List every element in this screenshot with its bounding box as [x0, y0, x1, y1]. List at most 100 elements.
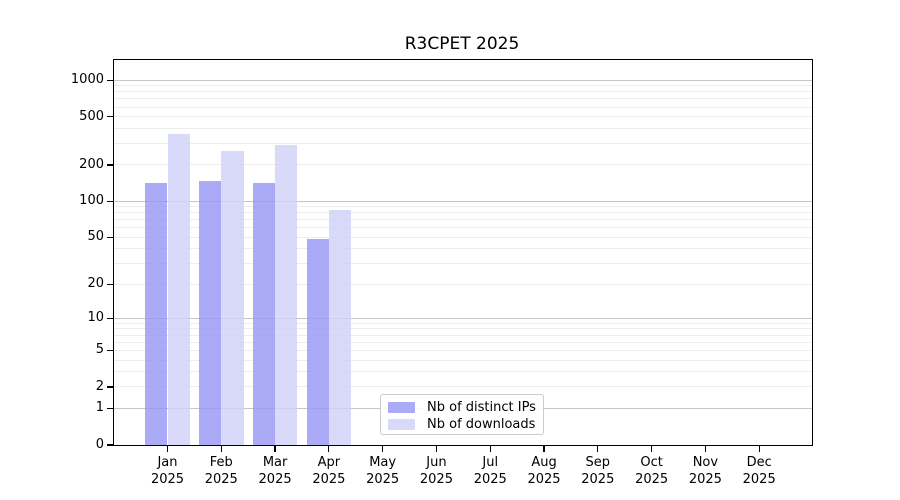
y-tick-label: 100: [79, 193, 104, 209]
y-tick-mark: [107, 386, 113, 388]
x-tick-month: Apr: [317, 455, 341, 470]
x-tick-month: Aug: [531, 455, 557, 470]
minor-gridline: [114, 212, 812, 214]
bar-downloads: [275, 145, 298, 445]
y-tick-mark: [107, 349, 113, 351]
major-gridline: [114, 317, 812, 319]
minor-gridline: [114, 341, 812, 343]
bar-distinct-ips: [306, 239, 329, 445]
legend-swatch-downloads: [388, 419, 415, 430]
minor-gridline: [114, 248, 812, 250]
y-tick-label: 0: [95, 437, 104, 452]
legend-entry-distinct-ips: Nb of distinct IPs: [388, 399, 543, 416]
x-tick-label: Dec 2025: [731, 454, 787, 488]
x-tick-mark: [274, 446, 276, 452]
x-tick-label: Sep 2025: [570, 454, 626, 488]
y-tick-mark: [107, 444, 113, 446]
x-tick-label: Nov 2025: [677, 454, 733, 488]
minor-gridline: [114, 359, 812, 361]
x-tick-label: Aug 2025: [516, 454, 572, 488]
x-tick-year: 2025: [742, 472, 776, 487]
minor-gridline: [114, 91, 812, 93]
x-tick-mark: [435, 446, 438, 452]
minor-gridline: [114, 322, 812, 324]
x-tick-label: Jan 2025: [140, 454, 196, 488]
x-tick-year: 2025: [312, 472, 346, 487]
legend-label-downloads: Nb of downloads: [427, 416, 536, 432]
plot-area: Nb of distinct IPs Nb of downloads 0 1 2 5 1…: [71, 59, 813, 487]
x-tick-mark: [328, 446, 330, 452]
x-tick-month: Jun: [426, 455, 447, 470]
x-tick-year: 2025: [150, 472, 185, 487]
x-tick-year: 2025: [258, 472, 292, 487]
x-tick-year: 2025: [204, 472, 238, 487]
x-tick-label: Feb 2025: [193, 454, 249, 488]
x-tick-mark: [597, 446, 599, 452]
minor-gridline: [114, 283, 812, 285]
minor-gridline: [114, 164, 812, 166]
legend-label-distinct-ips: Nb of distinct IPs: [427, 399, 536, 415]
minor-gridline: [114, 106, 812, 108]
x-tick-month: Feb: [209, 455, 233, 470]
minor-gridline: [114, 349, 812, 351]
x-tick-year: 2025: [688, 472, 722, 487]
bar-distinct-ips: [145, 182, 168, 445]
minor-gridline: [114, 227, 812, 229]
y-tick-mark: [107, 116, 113, 118]
minor-gridline: [114, 116, 812, 118]
x-tick-month: Jul: [482, 455, 499, 470]
minor-gridline: [114, 386, 812, 388]
minor-gridline: [114, 219, 812, 221]
x-tick-label: Oct 2025: [624, 454, 680, 488]
x-tick-year: 2025: [635, 472, 669, 487]
x-tick-mark: [704, 446, 706, 452]
y-tick-label: 1000: [70, 72, 104, 88]
x-tick-label: Apr 2025: [301, 454, 357, 488]
legend-entry-downloads: Nb of downloads: [388, 416, 543, 433]
x-tick-label: May 2025: [355, 454, 411, 488]
minor-gridline: [114, 371, 812, 373]
y-tick-label: 200: [79, 156, 104, 172]
minor-gridline: [114, 328, 812, 330]
x-tick-label: Mar 2025: [247, 454, 303, 488]
x-tick-month: Mar: [262, 455, 288, 470]
minor-gridline: [114, 206, 812, 208]
x-tick-mark: [220, 446, 222, 452]
legend: Nb of distinct IPs Nb of downloads: [380, 394, 544, 435]
major-gridline: [114, 200, 812, 202]
y-tick-mark: [107, 407, 113, 409]
y-tick-mark: [107, 283, 113, 285]
x-tick-mark: [758, 446, 760, 452]
chart-title: R3CPET 2025: [404, 34, 520, 54]
x-tick-mark: [382, 446, 384, 452]
x-tick-month: May: [369, 455, 397, 470]
x-tick-mark: [166, 446, 169, 452]
x-tick-month: Sep: [585, 455, 611, 470]
y-tick-label: 500: [79, 108, 104, 124]
y-tick-mark: [107, 200, 113, 202]
bar-distinct-ips: [198, 180, 222, 445]
y-tick-label: 2: [95, 378, 104, 394]
minor-gridline: [114, 85, 812, 87]
minor-gridline: [114, 236, 812, 238]
major-gridline: [114, 79, 812, 81]
x-tick-label: Jul 2025: [462, 454, 518, 488]
x-tick-label: Jun 2025: [408, 454, 464, 488]
x-tick-mark: [651, 446, 653, 452]
x-tick-month: Jan: [157, 455, 178, 470]
minor-gridline: [114, 98, 812, 100]
y-tick-label: 5: [95, 342, 104, 358]
y-tick-mark: [107, 236, 113, 238]
y-tick-mark: [107, 164, 113, 166]
x-tick-month: Nov: [692, 455, 719, 470]
minor-gridline: [114, 263, 812, 265]
minor-gridline: [114, 127, 812, 129]
x-tick-year: 2025: [581, 472, 615, 487]
bar-downloads: [328, 210, 352, 445]
bar-downloads: [167, 133, 190, 445]
x-tick-year: 2025: [473, 472, 507, 487]
x-tick-year: 2025: [527, 472, 561, 487]
y-tick-mark: [107, 79, 113, 81]
x-tick-mark: [489, 446, 491, 452]
